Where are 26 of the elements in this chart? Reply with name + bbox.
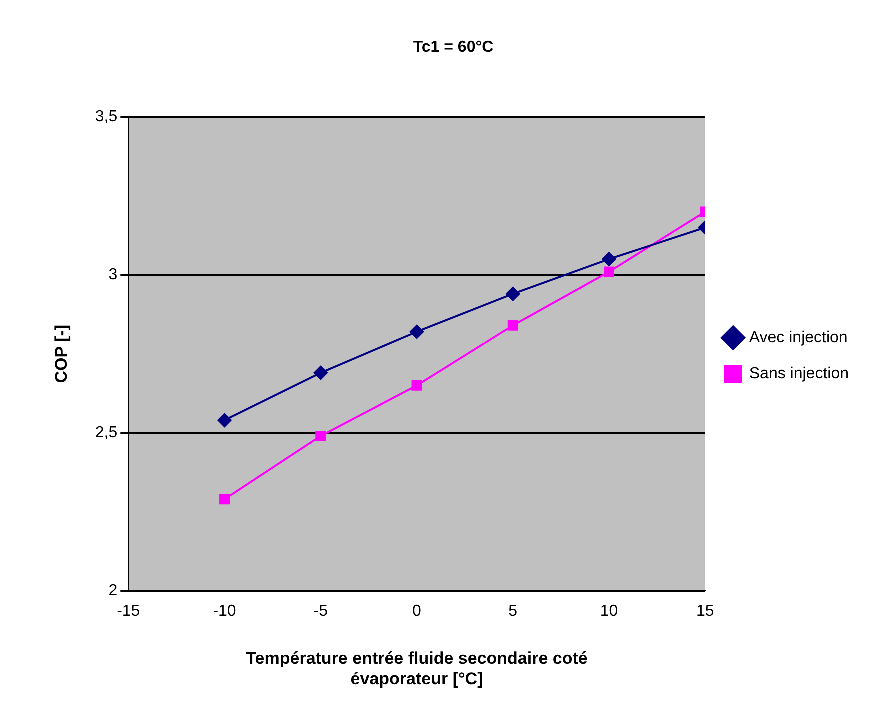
y-axis-title: COP [-] bbox=[52, 324, 71, 384]
point bbox=[314, 366, 328, 380]
y-tick-label: 3 bbox=[108, 266, 118, 284]
y-tick-label: 3,5 bbox=[95, 108, 118, 126]
point bbox=[604, 266, 614, 278]
x-tick-label: 5 bbox=[508, 603, 518, 620]
point bbox=[412, 380, 422, 391]
point bbox=[506, 287, 520, 302]
x-tick-label: 10 bbox=[600, 603, 618, 620]
point bbox=[316, 430, 326, 442]
y-tick-label: 2 bbox=[108, 582, 118, 600]
chart-title: Tc1 = 60°C bbox=[413, 39, 494, 56]
y-tick-label: 2,5 bbox=[95, 424, 118, 442]
point bbox=[410, 324, 424, 339]
x-tick-label: -10 bbox=[213, 603, 236, 620]
x-tick-label: 15 bbox=[696, 603, 714, 620]
point bbox=[218, 413, 232, 428]
x-tick-label: -5 bbox=[314, 603, 328, 620]
point bbox=[508, 320, 518, 331]
legend-label: Avec injection bbox=[749, 329, 848, 346]
x-axis-title: Température entrée fluide secondaire coté évaporateur [°C] bbox=[246, 649, 588, 688]
point bbox=[220, 494, 230, 505]
point bbox=[602, 252, 616, 266]
x-tick-label: 0 bbox=[412, 603, 422, 620]
x-tick-label: -15 bbox=[117, 603, 140, 620]
legend-label: Sans injection bbox=[749, 365, 850, 382]
